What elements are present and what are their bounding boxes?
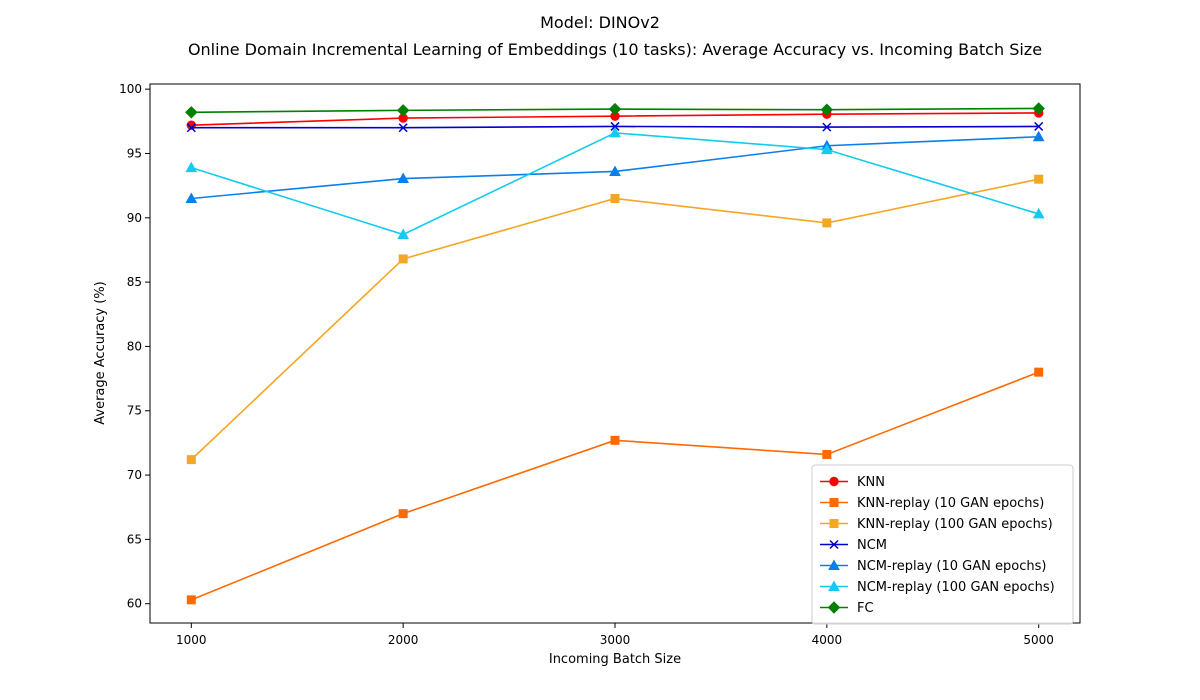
data-point bbox=[609, 126, 621, 138]
y-tick-label: 60 bbox=[127, 597, 142, 611]
x-axis-label: Incoming Batch Size bbox=[549, 652, 681, 667]
data-point bbox=[396, 104, 410, 117]
legend-marker bbox=[829, 498, 839, 507]
data-point bbox=[185, 106, 198, 119]
data-point bbox=[186, 455, 196, 465]
x-axis: 1000 2000 3000 4000 5000 bbox=[176, 623, 1054, 647]
series-4 bbox=[185, 130, 1045, 203]
legend-label: KNN-replay (100 GAN epochs) bbox=[857, 517, 1053, 532]
data-point bbox=[397, 228, 410, 240]
y-tick-label: 70 bbox=[127, 468, 142, 482]
data-point bbox=[1032, 207, 1045, 219]
legend-item: KNN-replay (10 GAN epochs) bbox=[820, 496, 1044, 511]
series-1 bbox=[186, 367, 1044, 605]
data-point bbox=[398, 123, 408, 133]
data-point bbox=[185, 192, 198, 203]
data-point bbox=[1032, 102, 1045, 115]
legend-item: FC bbox=[820, 601, 874, 616]
y-tick-label: 95 bbox=[127, 146, 142, 160]
legend-label: KNN-replay (10 GAN epochs) bbox=[857, 496, 1044, 511]
data-point bbox=[398, 509, 408, 519]
y-axis: 60 65 70 75 80 85 90 95 100 bbox=[119, 82, 150, 611]
y-tick-label: 90 bbox=[127, 211, 142, 225]
legend-label: FC bbox=[857, 601, 874, 616]
x-tick-label: 5000 bbox=[1023, 633, 1054, 647]
y-tick-label: 85 bbox=[127, 275, 142, 289]
chart-title: Model: DINOv2 bbox=[540, 13, 660, 32]
data-point bbox=[609, 165, 621, 176]
legend-label: NCM-replay (10 GAN epochs) bbox=[857, 559, 1046, 574]
legend: KNN KNN-replay (10 GAN epochs) KNN-replay … bbox=[811, 464, 1074, 625]
legend-item: NCM-replay (100 GAN epochs) bbox=[820, 580, 1055, 595]
data-point bbox=[610, 435, 620, 445]
data-point bbox=[1034, 121, 1044, 131]
x-tick-label: 3000 bbox=[600, 633, 631, 647]
data-point bbox=[610, 121, 620, 131]
data-point bbox=[186, 123, 196, 133]
legend-marker bbox=[827, 601, 841, 614]
legend-label: KNN bbox=[857, 475, 885, 490]
data-point bbox=[822, 449, 832, 459]
legend-item: NCM-replay (10 GAN epochs) bbox=[820, 559, 1046, 574]
series-5 bbox=[185, 126, 1045, 240]
series-6 bbox=[185, 102, 1045, 119]
x-tick-label: 4000 bbox=[812, 633, 843, 647]
data-point bbox=[822, 218, 832, 228]
data-point bbox=[185, 161, 198, 173]
legend-marker bbox=[828, 559, 840, 570]
x-tick-label: 2000 bbox=[388, 633, 419, 647]
legend-marker bbox=[829, 539, 839, 550]
y-tick-label: 100 bbox=[119, 82, 142, 96]
plot-area bbox=[185, 102, 1045, 605]
legend-item: KNN-replay (100 GAN epochs) bbox=[820, 517, 1053, 532]
y-tick-label: 75 bbox=[127, 404, 142, 418]
legend-label: NCM bbox=[857, 538, 887, 553]
data-point bbox=[820, 143, 833, 155]
data-point bbox=[1032, 130, 1045, 142]
data-point bbox=[822, 122, 832, 132]
legend-marker bbox=[828, 580, 840, 591]
data-point bbox=[1034, 367, 1044, 377]
legend-marker bbox=[829, 519, 839, 528]
data-point bbox=[1034, 174, 1044, 184]
legend-item: NCM bbox=[820, 538, 887, 553]
chart-subtitle: Online Domain Incremental Learning of Em… bbox=[188, 40, 1042, 59]
y-axis-label: Average Accuracy (%) bbox=[93, 281, 108, 425]
series-3 bbox=[186, 121, 1044, 133]
data-point bbox=[608, 102, 622, 116]
data-point bbox=[610, 193, 620, 203]
series-2 bbox=[186, 174, 1044, 465]
legend-item: KNN bbox=[820, 475, 885, 490]
data-point bbox=[186, 595, 196, 605]
y-tick-label: 80 bbox=[127, 339, 142, 353]
data-point bbox=[820, 103, 834, 116]
legend-marker bbox=[829, 476, 839, 487]
data-point bbox=[397, 172, 410, 184]
data-point bbox=[398, 254, 408, 264]
legend-box bbox=[811, 464, 1074, 625]
y-tick-label: 65 bbox=[127, 532, 142, 546]
legend-label: NCM-replay (100 GAN epochs) bbox=[857, 580, 1055, 595]
x-tick-label: 1000 bbox=[176, 633, 207, 647]
